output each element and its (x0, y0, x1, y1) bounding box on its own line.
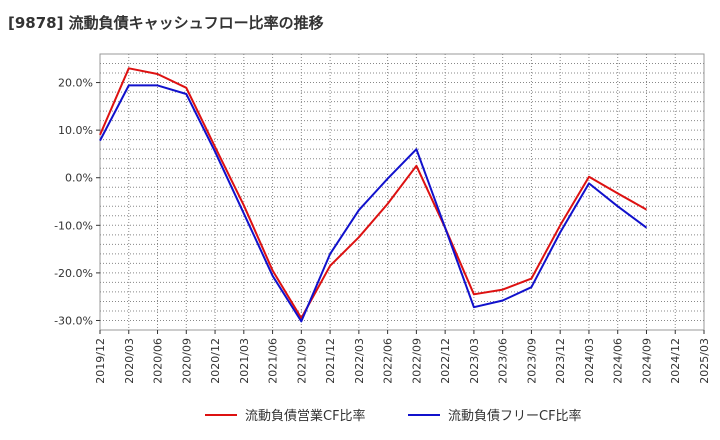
legend-label-1: 流動負債営業CF比率 (245, 408, 366, 424)
x-tick-label: 2023/06 (497, 338, 510, 384)
y-tick-label: -30.0% (54, 314, 93, 327)
x-tick-label: 2022/06 (382, 338, 395, 384)
x-tick-label: 2022/12 (439, 338, 452, 384)
plot-area (99, 53, 705, 331)
x-tick-label: 2023/09 (525, 338, 538, 384)
y-tick-label: -10.0% (54, 219, 93, 232)
x-tick-label: 2024/12 (669, 338, 682, 384)
y-tick-label: 20.0% (58, 77, 93, 90)
y-tick-label: 0.0% (65, 172, 93, 185)
x-tick-label: 2023/03 (468, 338, 481, 384)
x-tick-label: 2019/12 (94, 338, 107, 384)
x-tick-label: 2021/12 (324, 338, 337, 384)
series-line-2 (99, 84, 648, 323)
x-tick-label: 2022/03 (353, 338, 366, 384)
x-tick-label: 2025/03 (698, 338, 711, 384)
series-line-1 (99, 67, 647, 320)
x-tick-label: 2020/03 (123, 338, 136, 384)
x-tick-label: 2020/06 (152, 338, 165, 384)
x-tick-label: 2024/03 (583, 338, 596, 384)
x-tick-label: 2022/09 (410, 338, 423, 384)
legend-label-2: 流動負債フリーCF比率 (448, 408, 582, 424)
x-tick-label: 2021/09 (295, 338, 308, 384)
x-tick-label: 2020/09 (180, 338, 193, 384)
x-tick-label: 2021/06 (267, 338, 280, 384)
y-tick-label: 10.0% (58, 124, 93, 137)
y-tick-label: -20.0% (54, 267, 93, 280)
x-tick-label: 2021/03 (238, 338, 251, 384)
x-tick-label: 2024/09 (640, 338, 653, 384)
x-tick-label: 2023/12 (554, 338, 567, 384)
x-tick-label: 2020/12 (209, 338, 222, 384)
x-tick-label: 2024/06 (612, 338, 625, 384)
chart-title: [9878] 流動負債キャッシュフロー比率の推移 (8, 14, 324, 32)
